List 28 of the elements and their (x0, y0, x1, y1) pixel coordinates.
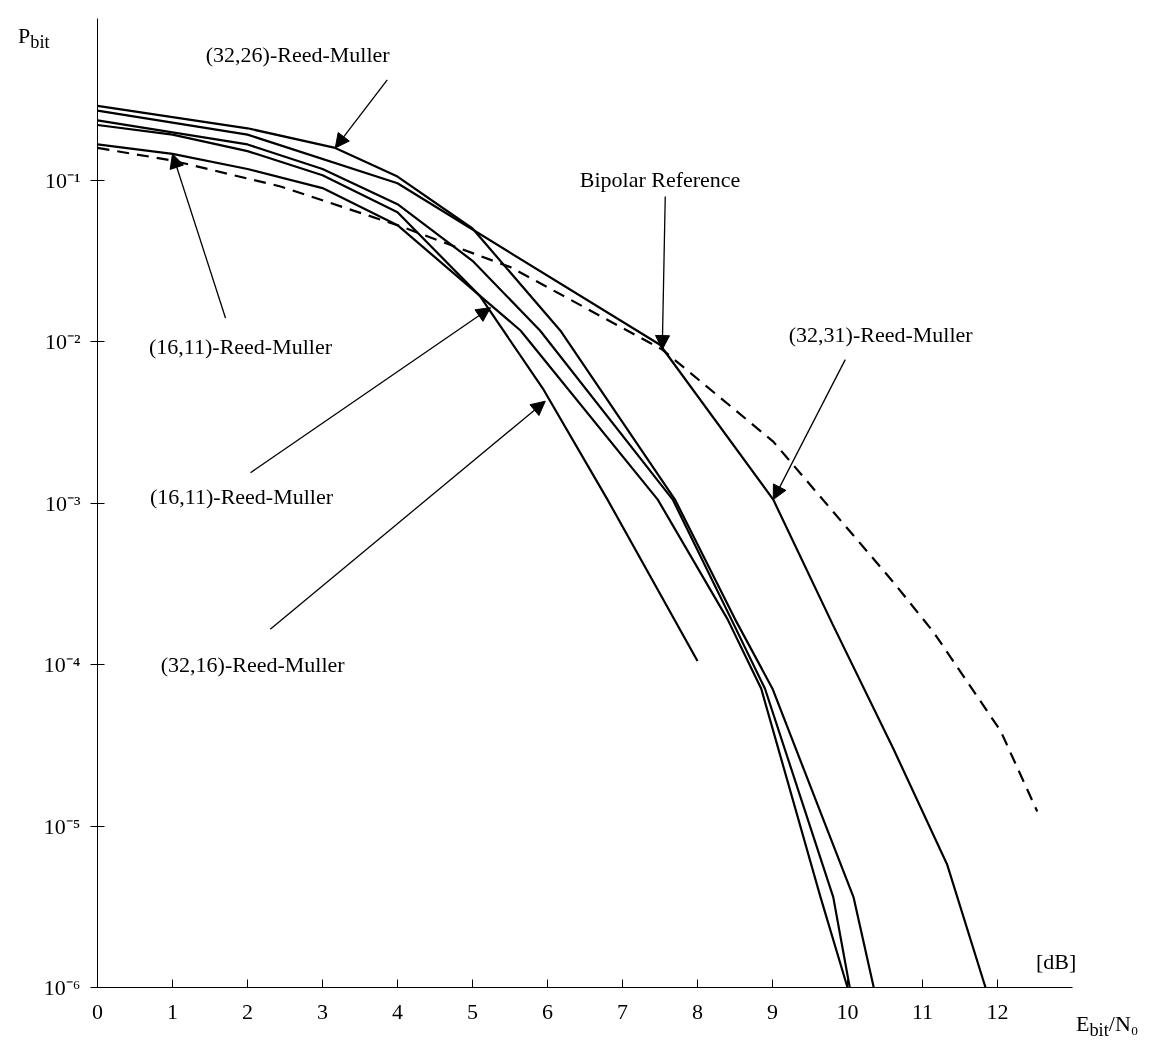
annotation: (16,11)-Reed-Muller (149, 334, 333, 360)
x-tick-label: 6 (542, 998, 553, 1024)
annotation: (32,26)-Reed-Muller (205, 42, 391, 68)
annotation: (16,11)-Reed-Muller (150, 484, 334, 510)
y-tick-label: 10⁻¹ (44, 167, 81, 193)
x-tick-label: 1 (167, 998, 178, 1024)
x-tick-label: 7 (617, 998, 628, 1024)
x-tick-label: 10 (836, 998, 859, 1024)
y-tick-label: 10⁻⁶ (43, 975, 81, 1000)
annotation: (32,31)-Reed-Muller (788, 322, 974, 348)
x-tick-label: 9 (767, 998, 778, 1024)
y-tick-label: 10⁻³ (44, 490, 81, 516)
x-tick-label: 8 (692, 998, 703, 1024)
x-tick-label: 12 (986, 998, 1009, 1024)
annotation: Bipolar Reference (579, 167, 741, 193)
annotation: (32,16)-Reed-Muller (160, 651, 346, 677)
x-tick-label: 2 (242, 998, 253, 1024)
y-axis-title: P$_{bit}$ (18, 23, 50, 53)
x-tick-label: 5 (467, 998, 478, 1024)
y-tick-label: 10⁻⁵ (43, 813, 81, 839)
x-tick-label: 3 (317, 998, 328, 1024)
x-tick-label: 11 (911, 998, 934, 1024)
annotation: [dB] (1036, 949, 1077, 975)
x-tick-label: 4 (392, 998, 403, 1024)
x-tick-label: 0 (92, 998, 103, 1024)
y-tick-label: 10⁻⁴ (43, 652, 81, 677)
y-tick-label: 10⁻² (44, 329, 81, 354)
x-axis-title: E$_{bit}$/N₀ (1076, 1011, 1139, 1041)
